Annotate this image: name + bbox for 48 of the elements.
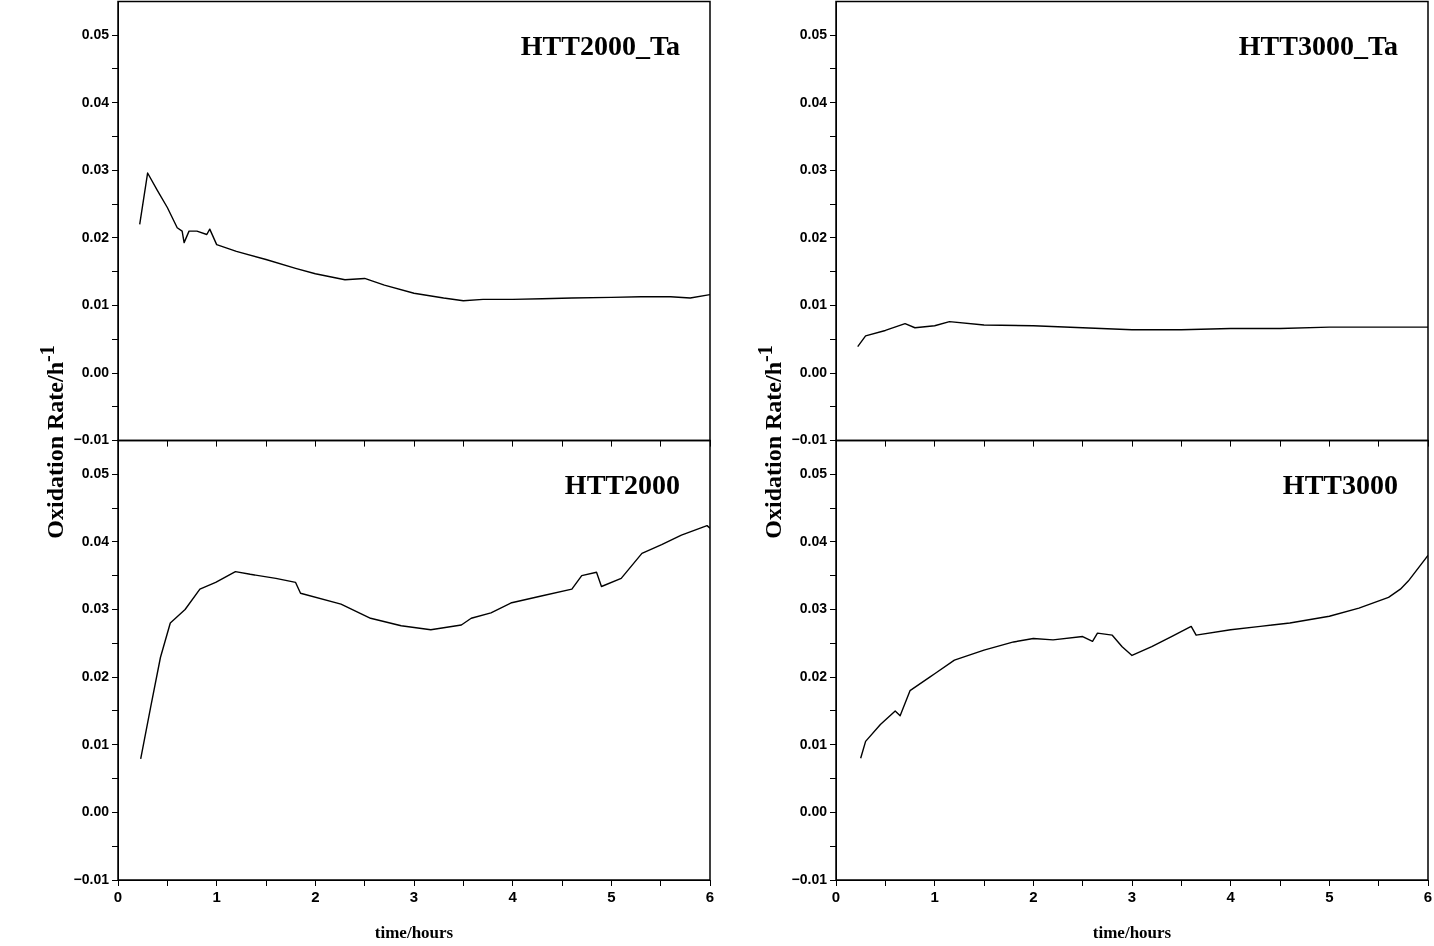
x-tick-label: 4 — [1226, 888, 1236, 906]
x-tick-label: 2 — [1029, 888, 1038, 906]
y-tick-label: 0.04 — [81, 532, 110, 549]
y-tick-label: 0.05 — [799, 465, 828, 482]
y-tick-label: 0.02 — [81, 667, 110, 684]
x-tick-label: 6 — [1423, 888, 1433, 906]
x-tick-label: 6 — [705, 888, 715, 906]
y-tick-label: 0.01 — [799, 296, 828, 313]
y-tick-label: 0.03 — [799, 161, 828, 178]
y-tick-label: 0.05 — [81, 465, 110, 482]
y-tick-label: 0.00 — [799, 363, 828, 380]
y-tick-label: 0.05 — [799, 26, 828, 43]
y-tick-label: 0.02 — [799, 667, 828, 684]
y-tick-label: 0.05 — [81, 26, 110, 43]
x-tick-label: 4 — [508, 888, 518, 906]
text: HTT2000_Ta — [520, 29, 680, 61]
text: HTT3000 — [1282, 468, 1398, 500]
y-tick-label: 0.03 — [81, 161, 110, 178]
y-tick-label: 0.02 — [799, 228, 828, 245]
y-tick-label: 0.04 — [799, 532, 828, 549]
x-tick-label: 0 — [831, 888, 841, 906]
x-tick-label: 1 — [930, 888, 939, 906]
x-axis-title: time/hours — [374, 923, 454, 943]
y-tick-label: 0.00 — [799, 803, 828, 820]
y-tick-label: 0.01 — [81, 735, 110, 752]
y-tick-label: 0.01 — [799, 735, 828, 752]
x-tick-label: 5 — [607, 888, 616, 906]
y-tick-label: 0.02 — [81, 228, 110, 245]
x-axis-title: time/hours — [1092, 923, 1172, 943]
x-tick-label: 3 — [409, 888, 419, 906]
x-tick-label: 2 — [311, 888, 320, 906]
y-tick-label: 0.03 — [81, 600, 110, 617]
text: HTT2000 — [564, 468, 680, 500]
y-tick-label: −0.01 — [791, 431, 828, 448]
y-tick-label: 0.01 — [81, 296, 110, 313]
x-tick-label: 0 — [113, 888, 123, 906]
y-tick-label: −0.01 — [73, 870, 110, 887]
x-tick-label: 3 — [1127, 888, 1137, 906]
y-tick-label: −0.01 — [791, 870, 828, 887]
y-tick-label: 0.04 — [799, 93, 828, 110]
y-tick-label: −0.01 — [73, 431, 110, 448]
y-tick-label: 0.00 — [81, 803, 110, 820]
y-tick-label: 0.00 — [81, 363, 110, 380]
x-tick-label: 5 — [1325, 888, 1334, 906]
y-tick-label: 0.03 — [799, 600, 828, 617]
y-tick-label: 0.04 — [81, 93, 110, 110]
text: HTT3000_Ta — [1238, 29, 1398, 61]
x-tick-label: 1 — [212, 888, 221, 906]
